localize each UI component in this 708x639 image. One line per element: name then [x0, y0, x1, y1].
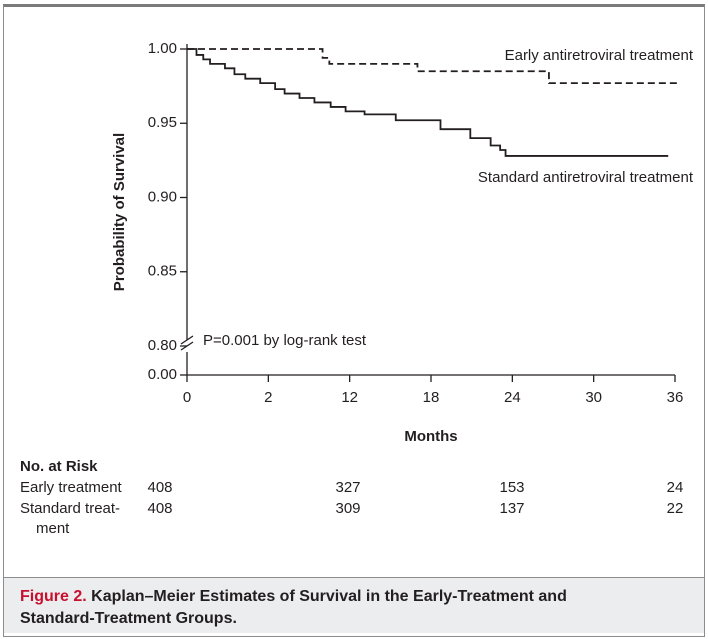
y-tick-label: 0.95	[148, 114, 177, 131]
x-tick-label: 18	[423, 389, 440, 406]
at-risk-value: 408	[147, 479, 172, 496]
frame	[3, 4, 705, 637]
x-tick-label: 24	[504, 389, 521, 406]
at-risk-value: 309	[335, 500, 360, 517]
at-risk-label: ment	[36, 520, 70, 537]
x-tick-label: 30	[585, 389, 602, 406]
series-label: Early antiretroviral treatment	[505, 47, 694, 64]
x-tick-label: 0	[183, 389, 191, 406]
x-tick-label: 12	[341, 389, 358, 406]
caption: Figure 2. Kaplan–Meier Estimates of Surv…	[4, 577, 704, 633]
at-risk-value: 153	[499, 479, 524, 496]
at-risk-value: 24	[667, 479, 684, 496]
series-label: Standard antiretroviral treatment	[478, 169, 694, 186]
x-axis-label: Months	[404, 428, 457, 445]
survival-curve	[187, 48, 669, 157]
at-risk-label: Standard treat-	[20, 500, 120, 517]
annotation: P=0.001 by log-rank test	[203, 332, 367, 349]
survival-curve	[187, 48, 678, 85]
at-risk-label: Early treatment	[20, 479, 123, 496]
x-tick-label: 2	[264, 389, 272, 406]
y-tick-label: 0.85	[148, 263, 177, 280]
y-tick-label: 0.80	[148, 337, 177, 354]
y-tick-label: 1.00	[148, 40, 177, 57]
caption-text: Kaplan–Meier Estimates of Survival in th…	[20, 588, 567, 627]
axis-break	[180, 335, 194, 345]
y-axis-label: Probability of Survival	[111, 133, 128, 291]
at-risk-value: 327	[335, 479, 360, 496]
at-risk-value: 137	[499, 500, 524, 517]
at-risk-value: 22	[667, 500, 684, 517]
chart: Probability of Survival Months P=0.001 b…	[20, 40, 694, 537]
at-risk-title: No. at Risk	[20, 458, 98, 475]
y-tick-label: 0.00	[148, 366, 177, 383]
at-risk-value: 408	[147, 500, 172, 517]
x-tick-label: 36	[667, 389, 684, 406]
caption-label: Figure 2.	[20, 588, 87, 605]
y-tick-label: 0.90	[148, 188, 177, 205]
